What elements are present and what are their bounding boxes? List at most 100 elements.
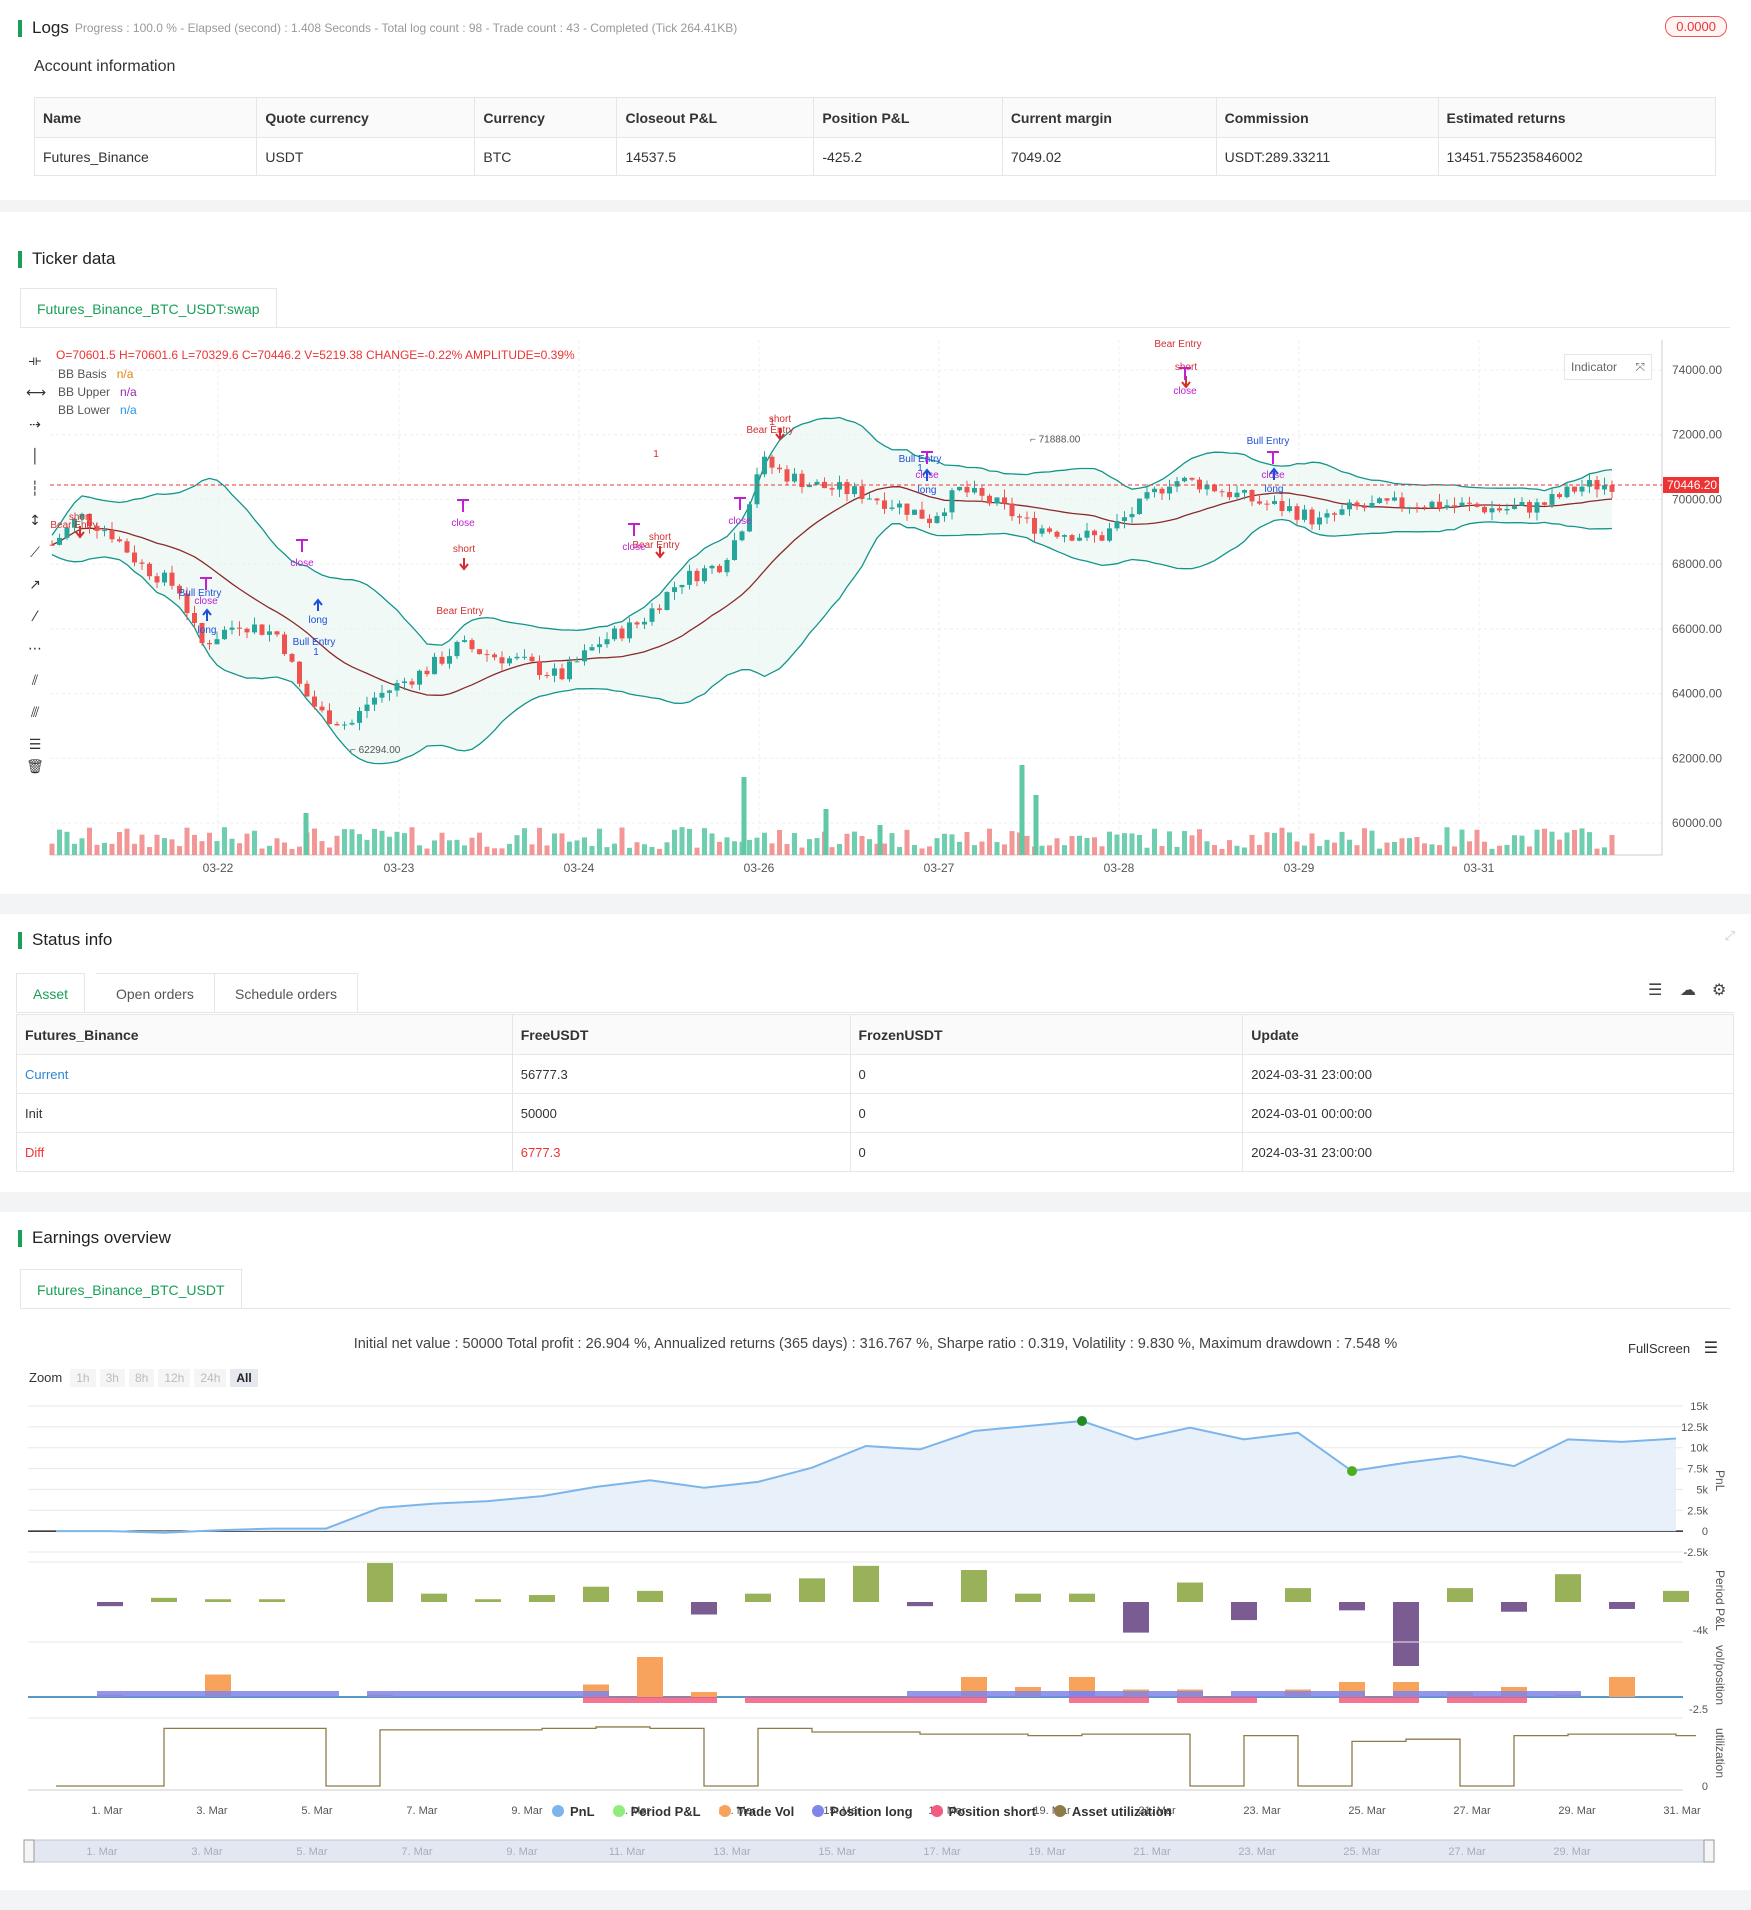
zoom-button[interactable]: 24h [194, 1369, 227, 1387]
trash-icon[interactable]: 🗑 [26, 759, 44, 775]
period-pnl-bar [367, 1563, 393, 1602]
vertical-ray-tool-icon[interactable]: ↕ [29, 513, 41, 529]
candlestick-chart[interactable]: 74000.00 72000.00 70000.00 68000.00 66000.00… [0, 340, 1751, 890]
period-pnl-bar [1069, 1593, 1095, 1602]
y-tick-label: 64000.00 [1672, 687, 1722, 701]
volume-bar [1302, 845, 1307, 855]
volume-bar [424, 848, 430, 855]
trade-vol-bar [1609, 1677, 1635, 1697]
fibonacci-tool-icon[interactable]: ☰ [28, 737, 42, 753]
candle-body [117, 539, 122, 542]
candle-body [207, 643, 212, 645]
vertical-line-tool-icon[interactable]: │ [30, 449, 40, 465]
candle-body [1519, 502, 1525, 506]
volume-bar [747, 839, 752, 855]
volume-bar [604, 847, 610, 855]
tab-earnings-symbol[interactable]: Futures_Binance_BTC_USDT [20, 1269, 242, 1309]
volume-bar [1189, 835, 1195, 855]
legend-item[interactable]: Position long [812, 1804, 913, 1819]
parallel-line-tool-icon[interactable]: ⫽ [31, 673, 39, 689]
candle-body [372, 697, 377, 705]
collapse-icon[interactable]: ⤢ [1724, 928, 1735, 943]
navigator-tick-label: 13. Mar [713, 1846, 751, 1858]
volume-bar [732, 841, 737, 855]
cloud-download-icon[interactable]: ☁ [1680, 980, 1696, 999]
zoom-button[interactable]: 1h [70, 1369, 96, 1387]
volume-bar [357, 834, 362, 855]
legend-item[interactable]: Position short [930, 1804, 1036, 1819]
x-tick-label: 7. Mar [406, 1805, 438, 1817]
volume-bar [1204, 841, 1210, 855]
tab-schedule-orders[interactable]: Schedule orders [214, 973, 358, 1013]
expand-icon[interactable]: ⤧ [1635, 360, 1645, 374]
candle-body [1564, 486, 1570, 498]
zoom-button[interactable]: 12h [158, 1369, 191, 1387]
volume-bar [109, 843, 115, 855]
volume-bar [312, 828, 317, 855]
candle-body [1092, 530, 1097, 536]
long-signal-label: long [198, 625, 217, 636]
zoom-button[interactable]: 3h [99, 1369, 125, 1387]
volume-bar [94, 844, 100, 855]
earnings-chart[interactable]: 15k 12.5k 10k 7.5k 5k 2.5k 0 -2.5k PnL Period P&L… [0, 1390, 1751, 1910]
legend-item[interactable]: PnL [552, 1804, 595, 1819]
volume-bar [1152, 828, 1157, 855]
y-tick-label: 72000.00 [1672, 428, 1722, 442]
volume-bar [87, 827, 92, 855]
period-pnl-bar [1393, 1602, 1419, 1666]
asset-cell[interactable]: Init [16, 1093, 513, 1133]
y-tick-label: 74000.00 [1672, 363, 1722, 377]
volume-bar [1122, 833, 1127, 855]
list-icon[interactable]: ☰ [1648, 980, 1663, 999]
candle-body [522, 656, 527, 658]
volume-bar [1234, 845, 1240, 855]
volume-bar [327, 847, 332, 855]
menu-icon[interactable]: ☰ [1703, 1340, 1719, 1357]
signal-count-label: 1 [313, 647, 319, 658]
ticker-title: Ticker data [18, 249, 115, 269]
legend-item[interactable]: Asset utilization [1053, 1804, 1172, 1819]
period-pnl-bar [1177, 1582, 1203, 1602]
segment-tool-icon[interactable]: ⁄ [33, 609, 37, 625]
candle-body [1099, 535, 1105, 541]
position-long-bar [1393, 1691, 1581, 1697]
candle-body [417, 670, 422, 685]
horizontal-line-tool-icon[interactable]: ⟷ [26, 385, 47, 401]
gear-icon[interactable]: ⚙ [1712, 980, 1727, 999]
legend-label: Position long [830, 1804, 913, 1819]
legend-item[interactable]: Period P&L [612, 1804, 701, 1819]
crosshair-tool-icon[interactable]: ⟛ [28, 353, 42, 369]
pnl-tick-label: 2.5k [1687, 1505, 1708, 1517]
volume-bar [192, 834, 197, 855]
horizontal-ray-tool-icon[interactable]: ⇢ [29, 417, 41, 433]
pnl-tick-label: 10k [1690, 1443, 1708, 1455]
legend-item[interactable]: Trade Vol [718, 1804, 794, 1819]
vertical-segment-tool-icon[interactable]: ┆ [30, 481, 40, 497]
price-line-tool-icon[interactable]: ⋯ [28, 641, 42, 657]
candle-body [589, 647, 595, 651]
candle-body [1167, 486, 1172, 494]
tab-ticker-symbol[interactable]: Futures_Binance_BTC_USDT:swap [20, 288, 277, 328]
zoom-button[interactable]: 8h [128, 1369, 155, 1387]
candle-body [477, 649, 482, 655]
tab-asset[interactable]: Asset [16, 973, 86, 1013]
candle-body [1219, 491, 1225, 493]
candle-body [732, 540, 737, 560]
zoom-button[interactable]: All [230, 1369, 258, 1387]
indicator-button[interactable]: Indicator ⤧ [1564, 354, 1652, 380]
axis-title: PnL [1713, 1470, 1727, 1492]
tab-open-orders[interactable]: Open orders [96, 973, 215, 1013]
candle-body [229, 627, 235, 630]
volume-bar [837, 843, 842, 855]
candle-body [1587, 480, 1592, 487]
fullscreen-button[interactable]: FullScreen ☰ [1628, 1338, 1718, 1358]
trend-line-tool-icon[interactable]: ⟋ [30, 545, 40, 561]
volume-bar [589, 845, 595, 855]
asset-cell[interactable]: Current [16, 1054, 513, 1094]
channel-tool-icon[interactable]: ⫻ [30, 705, 40, 721]
volume-bar [1579, 828, 1585, 855]
period-pnl-bar [907, 1602, 933, 1607]
volume-bar [394, 831, 400, 855]
asset-cell[interactable]: Diff [16, 1132, 513, 1172]
ray-line-tool-icon[interactable]: ↗ [29, 577, 41, 593]
